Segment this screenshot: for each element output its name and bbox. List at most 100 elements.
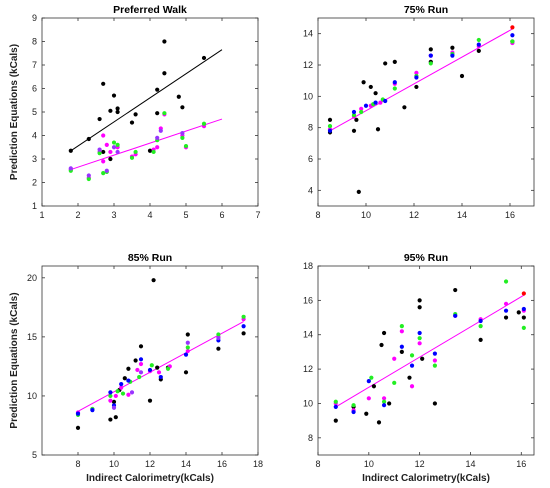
- data-point-black: [129, 120, 135, 125]
- y-tick-label: 6: [32, 84, 37, 94]
- data-point-black: [373, 91, 378, 96]
- data-point-magenta: [414, 70, 419, 75]
- data-point-blue: [521, 306, 526, 312]
- data-point-blue: [333, 404, 338, 409]
- data-point-purple: [86, 173, 91, 178]
- data-point-green: [476, 37, 481, 43]
- data-point-green: [111, 140, 117, 145]
- data-point-magenta: [101, 133, 106, 138]
- plot-frame: [41, 17, 259, 207]
- data-point-blue: [409, 363, 415, 368]
- data-point-black: [108, 156, 113, 162]
- data-point-green: [115, 142, 120, 147]
- data-point-green: [165, 366, 171, 371]
- data-point-green: [432, 363, 437, 368]
- y-tick-label: 12: [303, 60, 313, 70]
- data-point-black: [399, 349, 404, 355]
- data-point-black: [147, 398, 153, 403]
- y-tick-label: 12: [303, 364, 313, 374]
- data-point-black: [68, 148, 73, 153]
- subplot-1: Preferred Walk 1 2 3 4 5 6 7 1 2 3 4 5 6 7 8 9 Prediction…: [9, 4, 261, 220]
- data-point-green: [510, 39, 515, 44]
- data-point-black: [381, 330, 387, 336]
- data-point-purple: [138, 370, 144, 375]
- data-point-blue: [476, 42, 481, 47]
- data-point-blue: [327, 128, 333, 133]
- data-point-green: [183, 143, 189, 149]
- data-point-black: [379, 342, 384, 348]
- data-point-black: [201, 55, 207, 61]
- x-tick-label: 16: [217, 459, 227, 469]
- data-point-black: [115, 109, 120, 115]
- data-point-green: [149, 363, 154, 368]
- y-tick-label: 4: [308, 185, 313, 195]
- y-tick-label: 4: [32, 131, 37, 141]
- data-point-green: [392, 86, 397, 91]
- data-point-black: [414, 84, 419, 90]
- data-point-black: [368, 84, 373, 90]
- data-point-blue: [383, 98, 388, 104]
- data-point-purple: [104, 168, 109, 173]
- x-tick-label: 14: [465, 459, 475, 469]
- data-point-green: [351, 403, 356, 408]
- subplot-4: 95% Run 8 10 12 14 16 8 10 12 14 16 18 Indirect Calo…: [303, 252, 535, 484]
- x-tick-label: 14: [457, 210, 467, 220]
- data-point-green: [241, 314, 246, 319]
- subplot-3: 85% Run 8 10 12 14 16 18 5 10 15 20 Prediction Equa…: [9, 252, 263, 484]
- data-point-green: [180, 135, 185, 140]
- x-tick-label: 8: [315, 210, 320, 220]
- data-point-green: [129, 155, 135, 160]
- x-axis-label: Indirect Calorimetry(kCals): [86, 473, 214, 484]
- data-point-magenta: [138, 361, 144, 367]
- data-point-green: [428, 61, 433, 66]
- data-point-black: [122, 376, 127, 381]
- data-point-green: [185, 345, 190, 350]
- data-point-blue: [366, 379, 371, 384]
- data-point-red: [521, 291, 526, 296]
- data-point-blue: [392, 80, 397, 85]
- data-point-blue: [183, 352, 189, 357]
- data-point-green: [521, 325, 526, 330]
- data-point-magenta: [108, 149, 113, 155]
- data-point-blue: [373, 100, 378, 105]
- y-tick-label: 20: [27, 273, 37, 283]
- data-point-green: [327, 124, 333, 129]
- data-point-green: [351, 113, 357, 118]
- data-point-black: [162, 39, 167, 44]
- data-point-blue: [75, 411, 81, 416]
- y-tick-label: 15: [27, 332, 37, 342]
- data-point-black: [387, 401, 392, 406]
- data-point-green: [201, 121, 207, 126]
- data-point-black: [133, 112, 138, 117]
- data-point-black: [356, 189, 361, 194]
- data-point-magenta: [359, 106, 364, 111]
- data-point-green: [392, 380, 397, 385]
- x-tick-label: 8: [75, 459, 80, 469]
- y-tick-label: 2: [32, 178, 37, 188]
- data-point-magenta: [156, 370, 162, 375]
- data-point-magenta: [155, 145, 160, 150]
- data-point-green: [381, 399, 387, 404]
- data-point-black: [101, 81, 106, 86]
- data-point-blue: [138, 357, 144, 362]
- data-point-blue: [450, 53, 455, 58]
- data-point-blue: [503, 308, 509, 313]
- x-tick-label: 2: [75, 210, 80, 220]
- data-point-blue: [510, 33, 515, 38]
- x-tick-label: 16: [516, 459, 526, 469]
- data-point-black: [115, 106, 120, 111]
- data-point-blue: [351, 109, 357, 115]
- data-point-blue: [126, 378, 131, 383]
- x-tick-label: 7: [255, 210, 260, 220]
- data-point-blue: [90, 408, 95, 413]
- data-point-blue: [241, 324, 246, 329]
- data-point-black: [371, 384, 377, 389]
- data-point-black: [183, 370, 189, 375]
- data-point-black: [176, 94, 181, 99]
- data-point-green: [101, 171, 106, 176]
- data-point-blue: [399, 344, 404, 349]
- data-point-magenta: [399, 329, 404, 334]
- data-point-blue: [363, 103, 369, 108]
- data-point-black: [428, 47, 433, 52]
- data-point-green: [120, 391, 126, 396]
